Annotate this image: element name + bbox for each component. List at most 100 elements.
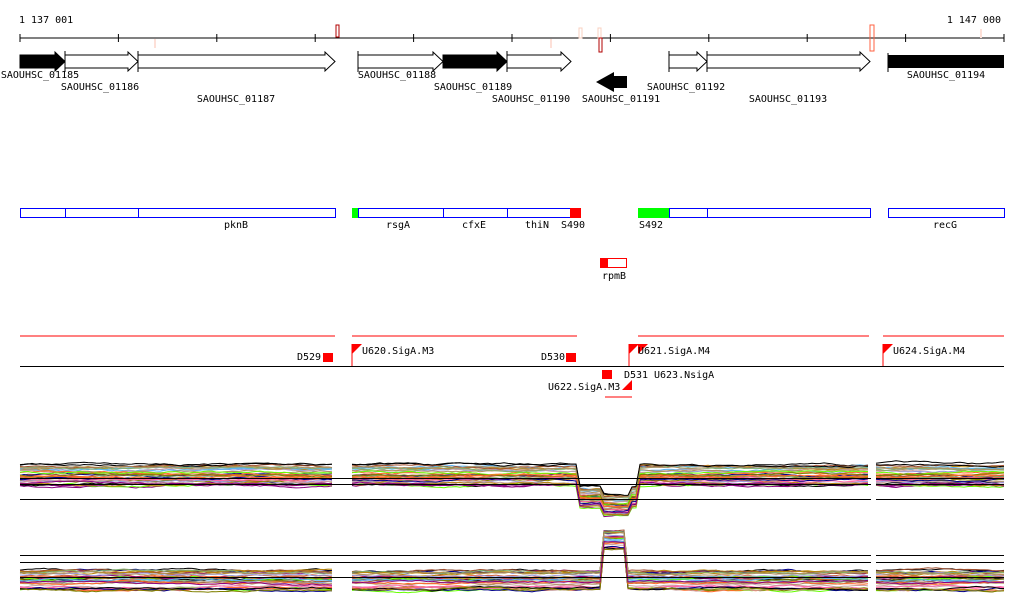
operon-segment [507, 208, 571, 218]
expression-series [875, 467, 1005, 472]
gene-SAOUHSC_01193: SAOUHSC_01193 [706, 50, 871, 105]
tss-label-D531: D531 [624, 370, 648, 381]
operon-segment [20, 208, 66, 218]
expression-series [352, 465, 868, 500]
expression-series [20, 465, 333, 470]
sigma-site-S490 [570, 208, 581, 218]
gene-label: SAOUHSC_01185 [1, 70, 79, 81]
gene-arrow [64, 50, 139, 73]
site-marker [869, 24, 875, 52]
gene-SAOUHSC_01194: SAOUHSC_01194 [887, 53, 1004, 81]
gene-arrow [442, 50, 508, 73]
tss-label-U622.SigA.M3: U622.SigA.M3 [548, 382, 620, 393]
promoter-flag [629, 344, 639, 354]
tss-label-U621.SigA.M4: U621.SigA.M4 [638, 346, 710, 357]
gene-arrow [706, 50, 871, 73]
operon-label-rsgA: rsgA [386, 220, 410, 231]
gene-SAOUHSC_01189: SAOUHSC_01189 [434, 50, 512, 93]
operon-label-S492: S492 [639, 220, 663, 231]
operon-label-pknB: pknB [224, 220, 248, 231]
site-marker [550, 39, 552, 48]
expression-series [351, 462, 869, 496]
expression-series [351, 481, 869, 514]
gene-label: SAOUHSC_01190 [492, 94, 570, 105]
gene-arrow [137, 50, 336, 73]
sigma-site-S492 [638, 208, 669, 218]
expression-series [351, 473, 869, 508]
gene-SAOUHSC_01187: SAOUHSC_01187 [137, 50, 336, 105]
expression-series [19, 479, 333, 485]
operon-segment [888, 208, 1005, 218]
gene-SAOUHSC_01192: SAOUHSC_01192 [647, 50, 725, 93]
gene-SAOUHSC_01190: SAOUHSC_01190 [492, 50, 572, 105]
site-marker [578, 27, 583, 39]
promoter-flag [883, 344, 893, 354]
expression-series [19, 580, 333, 586]
expression-series [875, 587, 1005, 593]
tss-label-D530: D530 [541, 352, 565, 363]
operon-rpmB-start [600, 258, 608, 268]
operon-segment [65, 208, 139, 218]
promoter-flag [352, 344, 362, 354]
expression-series [875, 581, 1005, 585]
tss-label-U623.NsigA: U623.NsigA [654, 370, 714, 381]
gene-SAOUHSC_01188: SAOUHSC_01188 [357, 50, 444, 81]
gene-label: SAOUHSC_01192 [647, 82, 725, 93]
expression-series [351, 467, 869, 504]
operon-segment [443, 208, 508, 218]
ruler-ticks [19, 34, 1005, 42]
coordinate-ruler: 1 137 001 1 147 000 [19, 15, 1005, 53]
expression-series [351, 531, 869, 575]
operon-track: pknB rsgA cfxE thiN S490 S492 recG rpmB [20, 208, 1005, 282]
expression-series [19, 588, 333, 593]
expression-series [875, 474, 1005, 479]
expression-series [19, 465, 333, 470]
expression-series [875, 567, 1005, 572]
expression-series [875, 585, 1005, 591]
expression-series [875, 463, 1005, 468]
operon-label-thiN: thiN [525, 220, 549, 231]
terminator-marker [566, 353, 576, 362]
expression-series [351, 542, 869, 586]
expression-series [351, 532, 869, 576]
ruler-start-label: 1 137 001 [19, 15, 73, 26]
operon-label-recG: recG [933, 220, 957, 231]
expression-series [875, 579, 1005, 583]
expression-series [19, 463, 333, 469]
operon-label-cfxE: cfxE [462, 220, 486, 231]
expression-track [19, 460, 1005, 594]
expression-series [20, 472, 332, 479]
tss-label-U624.SigA.M4: U624.SigA.M4 [893, 346, 965, 357]
gene-SAOUHSC_01186: SAOUHSC_01186 [61, 50, 139, 93]
ruler-end-label: 1 147 000 [947, 15, 1001, 26]
expression-series [19, 577, 333, 582]
gene-label: SAOUHSC_01194 [907, 70, 985, 81]
operon-segment [358, 208, 444, 218]
expression-series [875, 477, 1005, 483]
expression-series [351, 548, 869, 592]
expression-series [351, 541, 869, 584]
terminator-marker [323, 353, 333, 362]
gene-arrow [506, 50, 572, 73]
expression-series [351, 474, 869, 510]
gene-arrow [19, 50, 66, 73]
expression-series [875, 572, 1005, 577]
expression-series [19, 470, 333, 475]
expression-series [352, 477, 869, 513]
tss-label-U620.SigA.M3: U620.SigA.M3 [362, 346, 434, 357]
gene-label: SAOUHSC_01186 [61, 82, 139, 93]
expression-series [19, 586, 333, 591]
expression-series [19, 570, 333, 576]
gene-box [888, 55, 1004, 68]
operon-label-rpmB: rpmB [602, 271, 626, 282]
expression-series [875, 472, 1005, 477]
gene-label: SAOUHSC_01187 [197, 94, 275, 105]
expression-series [19, 568, 333, 575]
gene-SAOUHSC_01191: SAOUHSC_01191 [582, 72, 660, 105]
expression-series [19, 568, 333, 575]
expression-series [875, 470, 1004, 476]
tss-label-D529: D529 [297, 352, 321, 363]
site-marker [335, 24, 340, 38]
site-marker [154, 39, 156, 48]
